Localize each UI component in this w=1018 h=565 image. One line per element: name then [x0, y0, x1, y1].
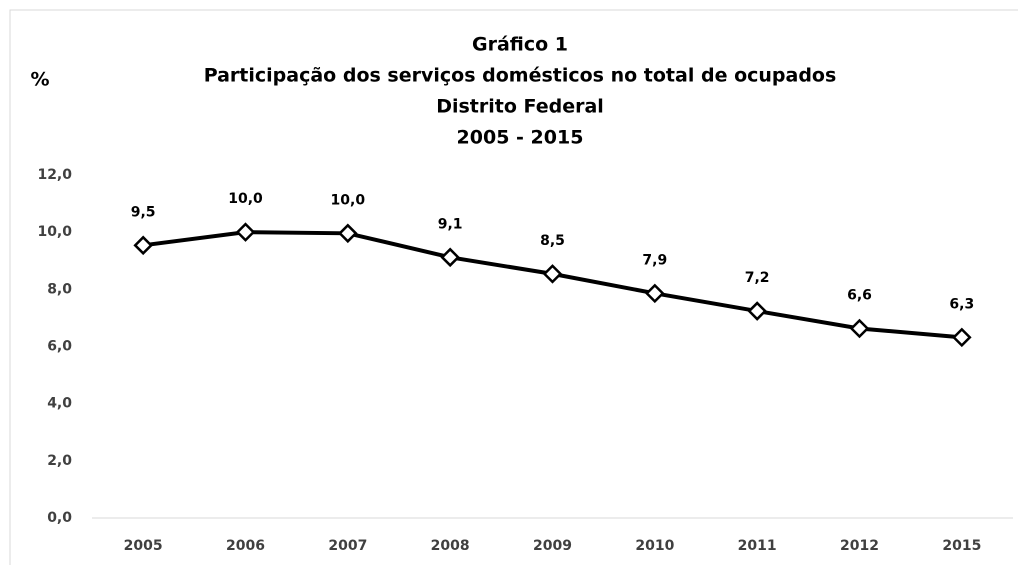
y-axis-label: % [30, 69, 49, 91]
data-label: 7,2 [745, 270, 770, 286]
marker [133, 235, 153, 256]
x-tick-label: 2011 [738, 538, 777, 554]
marker [952, 327, 972, 348]
y-tick-label: 2,0 [47, 453, 72, 469]
y-tick-label: 4,0 [47, 396, 72, 412]
data-label: 9,5 [131, 204, 156, 220]
chart-title: Distrito Federal [436, 96, 604, 118]
data-label: 6,3 [949, 296, 974, 312]
x-tick-label: 2009 [533, 538, 572, 554]
data-label: 10,0 [228, 191, 263, 207]
marker [338, 223, 358, 244]
marker [440, 247, 460, 268]
y-tick-label: 0,0 [47, 510, 72, 526]
x-tick-label: 2005 [124, 538, 163, 554]
x-tick-label: 2015 [942, 538, 981, 554]
data-label: 8,5 [540, 233, 565, 249]
y-tick-label: 6,0 [47, 339, 72, 355]
x-tick-label: 2012 [840, 538, 879, 554]
chart-title: 2005 - 2015 [457, 127, 584, 149]
chart-title: Gráfico 1 [472, 34, 568, 56]
marker [849, 318, 870, 339]
y-tick-label: 10,0 [37, 224, 72, 240]
marker [542, 264, 563, 284]
data-label: 10,0 [331, 192, 366, 208]
marker [747, 301, 767, 321]
y-tick-label: 12,0 [37, 167, 72, 183]
data-label: 6,6 [847, 287, 872, 303]
data-label: 9,1 [438, 216, 463, 232]
marker [235, 222, 256, 242]
chart-title: Participação dos serviços domésticos no … [204, 65, 837, 87]
x-tick-label: 2007 [328, 538, 367, 554]
x-tick-label: 2010 [635, 538, 674, 554]
chart-border [9, 9, 1018, 565]
x-tick-label: 2006 [226, 538, 265, 554]
y-tick-label: 8,0 [47, 281, 72, 297]
data-label: 7,9 [642, 252, 667, 268]
x-tick-label: 2008 [431, 538, 470, 554]
marker [645, 283, 665, 304]
